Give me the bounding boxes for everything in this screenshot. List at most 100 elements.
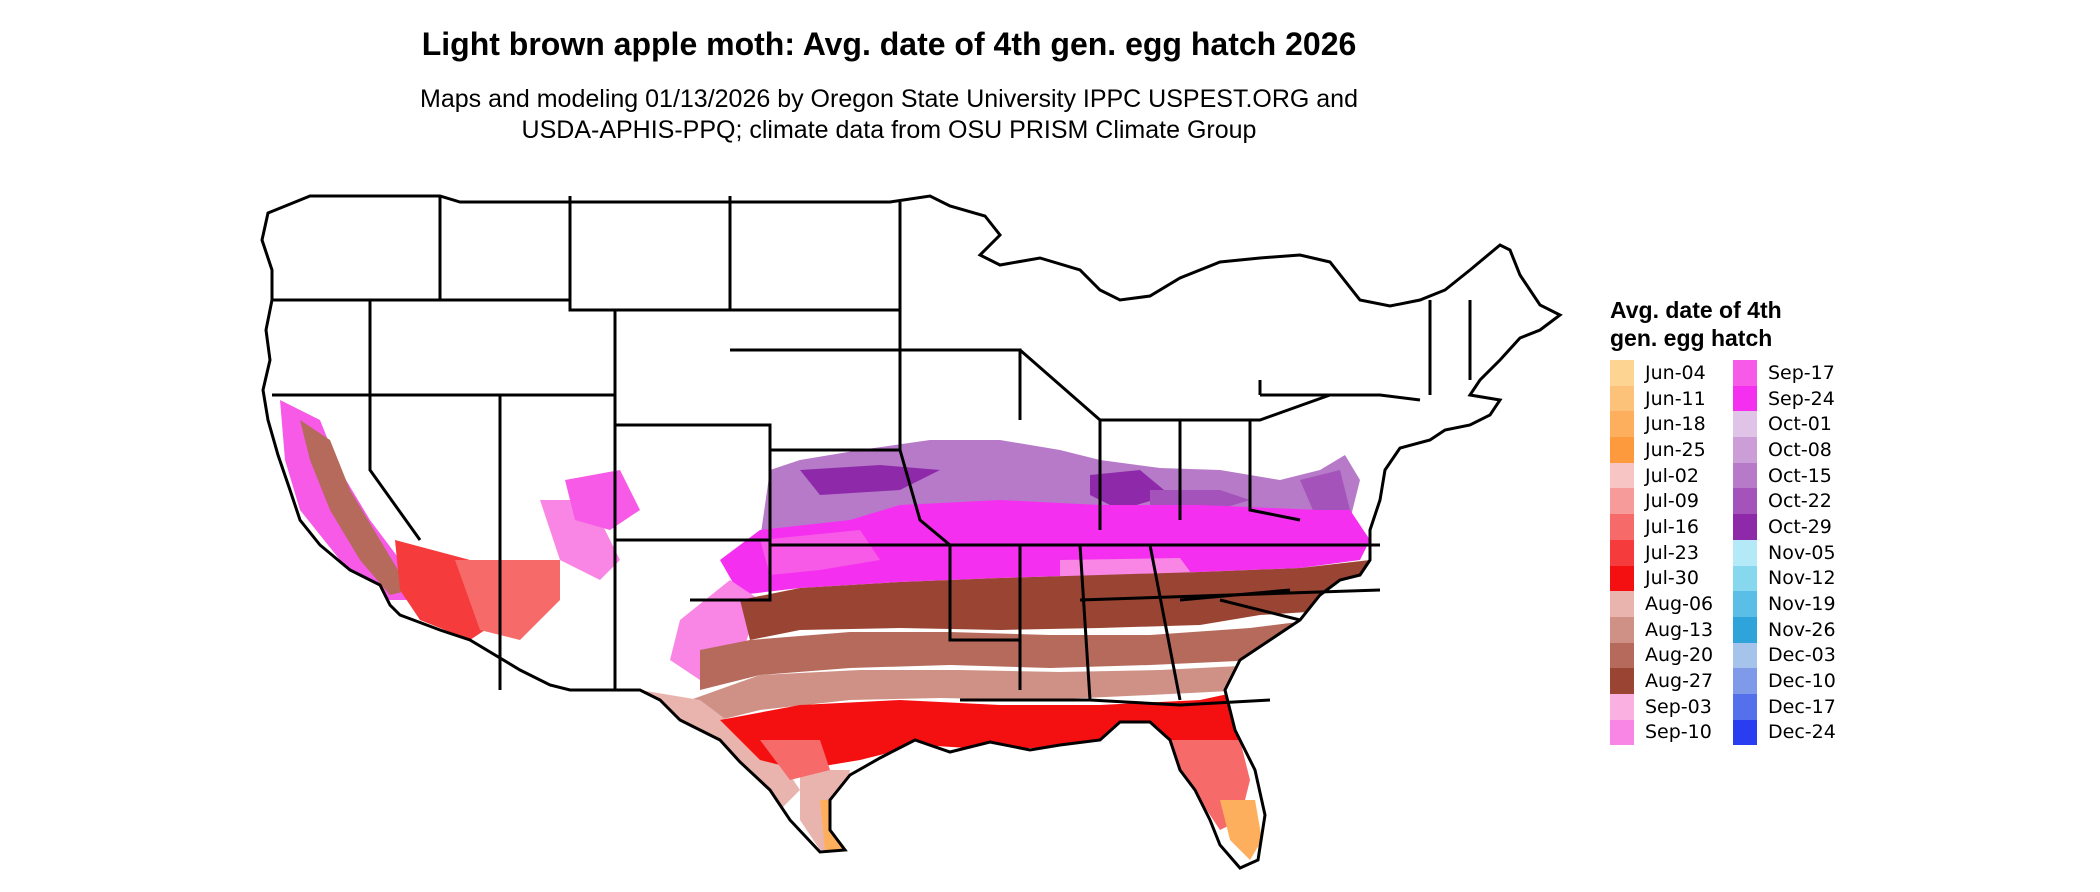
legend-swatch — [1733, 642, 1757, 669]
us-map — [260, 194, 1562, 870]
legend-item: Nov-26 — [1733, 616, 1856, 643]
legend-label: Sep-10 — [1645, 721, 1712, 744]
legend-column-2: Sep-17 Sep-24 Oct-01 Oct-08 Oct-15 Oct-22 Oct-… — [1733, 360, 1856, 746]
legend-swatch — [1733, 488, 1757, 515]
legend-label: Nov-26 — [1768, 618, 1836, 641]
subtitle-line-2: USDA-APHIS-PPQ; climate data from OSU PR… — [521, 116, 1257, 144]
legend-label: Aug-20 — [1645, 644, 1714, 667]
legend-swatch — [1610, 462, 1634, 489]
legend-swatch — [1610, 437, 1634, 463]
legend-swatch — [1733, 514, 1757, 540]
legend-item: Dec-03 — [1733, 642, 1856, 669]
legend-item: Sep-24 — [1733, 385, 1856, 412]
legend-label: Dec-17 — [1768, 695, 1836, 718]
legend-label: Jul-30 — [1645, 567, 1699, 590]
legend-item: Aug-13 — [1610, 616, 1733, 643]
legend-label: Jun-04 — [1645, 361, 1706, 384]
map-title: Light brown apple moth: Avg. date of 4th… — [421, 26, 1357, 62]
legend-item: Jun-04 — [1610, 360, 1733, 386]
legend-item: Dec-10 — [1733, 668, 1856, 694]
legend-label: Dec-03 — [1768, 644, 1836, 667]
legend-swatch — [1610, 488, 1634, 515]
legend-swatch — [1733, 437, 1757, 463]
legend-label: Jul-23 — [1645, 541, 1699, 564]
legend-item: Oct-22 — [1733, 488, 1856, 515]
legend-swatch — [1610, 591, 1634, 617]
legend-label: Nov-05 — [1768, 541, 1836, 564]
legend-item: Jul-09 — [1610, 488, 1733, 515]
legend-column-1: Jun-04 Jun-11 Jun-18 Jun-25 Jul-02 Jul-09 Jul-… — [1610, 360, 1733, 746]
legend-label: Dec-24 — [1768, 721, 1836, 744]
legend-label: Oct-15 — [1768, 464, 1832, 487]
legend-swatch — [1610, 565, 1634, 592]
legend-swatch — [1733, 668, 1757, 694]
map-legend: Avg. date of 4th gen. egg hatch Jun-04 Ju… — [1610, 296, 1930, 746]
legend-item: Oct-08 — [1733, 437, 1856, 463]
legend-label: Aug-13 — [1645, 618, 1714, 641]
state-borders — [260, 194, 1562, 870]
legend-item: Jun-11 — [1610, 385, 1733, 412]
legend-label: Sep-24 — [1768, 387, 1835, 410]
legend-swatch — [1610, 514, 1634, 540]
legend-item: Sep-03 — [1610, 693, 1733, 720]
legend-swatch — [1733, 591, 1757, 617]
legend-swatch — [1733, 411, 1757, 438]
legend-label: Nov-19 — [1768, 593, 1836, 616]
legend-item: Jun-18 — [1610, 411, 1733, 438]
legend-swatch — [1733, 360, 1757, 386]
legend-item: Dec-24 — [1733, 719, 1856, 746]
legend-item: Jul-23 — [1610, 539, 1733, 566]
legend-swatch — [1733, 385, 1757, 412]
legend-item: Nov-05 — [1733, 539, 1856, 566]
legend-label: Sep-03 — [1645, 695, 1712, 718]
legend-swatch — [1610, 668, 1634, 694]
legend-item: Sep-10 — [1610, 719, 1733, 746]
legend-swatch — [1733, 565, 1757, 592]
legend-swatch — [1610, 719, 1634, 746]
legend-label: Oct-29 — [1768, 515, 1832, 538]
legend-swatch — [1610, 539, 1634, 566]
legend-item: Jul-16 — [1610, 514, 1733, 540]
legend-label: Oct-08 — [1768, 438, 1832, 461]
map-subtitle: Maps and modeling 01/13/2026 by Oregon S… — [0, 84, 1778, 146]
legend-item: Dec-17 — [1733, 693, 1856, 720]
legend-columns: Jun-04 Jun-11 Jun-18 Jun-25 Jul-02 Jul-09 Jul-… — [1610, 360, 1930, 746]
legend-swatch — [1733, 616, 1757, 643]
legend-label: Oct-01 — [1768, 413, 1832, 436]
legend-label: Jun-18 — [1645, 413, 1706, 436]
legend-label: Jul-16 — [1645, 515, 1699, 538]
legend-swatch — [1733, 719, 1757, 746]
legend-label: Jun-11 — [1645, 387, 1706, 410]
legend-label: Jun-25 — [1645, 438, 1706, 461]
legend-label: Aug-27 — [1645, 670, 1714, 693]
legend-label: Dec-10 — [1768, 670, 1836, 693]
legend-item: Nov-19 — [1733, 591, 1856, 617]
legend-item: Jul-02 — [1610, 462, 1733, 489]
legend-label: Sep-17 — [1768, 361, 1835, 384]
legend-label: Jul-02 — [1645, 464, 1699, 487]
legend-label: Oct-22 — [1768, 490, 1832, 513]
legend-swatch — [1610, 411, 1634, 438]
legend-item: Oct-15 — [1733, 462, 1856, 489]
legend-item: Oct-01 — [1733, 411, 1856, 438]
legend-swatch — [1610, 693, 1634, 720]
legend-label: Nov-12 — [1768, 567, 1836, 590]
legend-item: Nov-12 — [1733, 565, 1856, 592]
legend-swatch — [1610, 360, 1634, 386]
legend-label: Aug-06 — [1645, 593, 1714, 616]
legend-swatch — [1610, 385, 1634, 412]
legend-title: Avg. date of 4th gen. egg hatch — [1610, 297, 1782, 351]
legend-item: Jun-25 — [1610, 437, 1733, 463]
legend-label: Jul-09 — [1645, 490, 1699, 513]
legend-swatch — [1610, 616, 1634, 643]
legend-item: Aug-20 — [1610, 642, 1733, 669]
legend-swatch — [1733, 693, 1757, 720]
legend-item: Aug-27 — [1610, 668, 1733, 694]
legend-item: Oct-29 — [1733, 514, 1856, 540]
legend-item: Sep-17 — [1733, 360, 1856, 386]
legend-swatch — [1733, 539, 1757, 566]
legend-swatch — [1733, 462, 1757, 489]
legend-swatch — [1610, 642, 1634, 669]
subtitle-line-1: Maps and modeling 01/13/2026 by Oregon S… — [420, 85, 1358, 113]
legend-item: Aug-06 — [1610, 591, 1733, 617]
